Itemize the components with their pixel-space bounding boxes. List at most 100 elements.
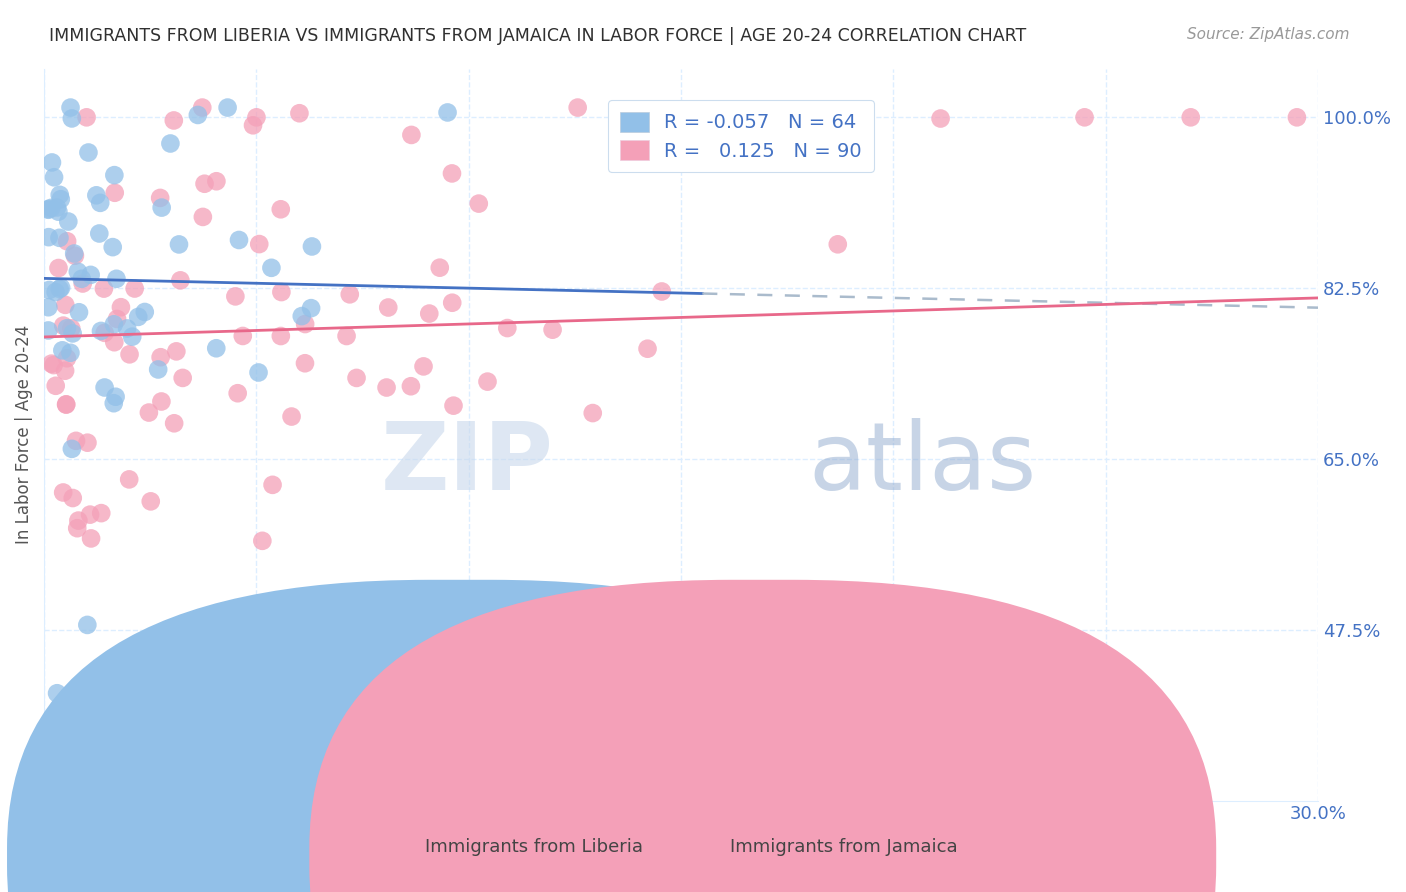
Point: [76, 618, 98, 632]
Point: [59, 345, 82, 359]
Point: [63, 246, 86, 260]
Point: [242, 118, 264, 132]
Point: [148, 362, 170, 376]
Point: [412, 359, 434, 374]
Point: [52, 318, 75, 333]
Point: [224, 289, 246, 303]
Point: [280, 409, 302, 424]
Point: [169, 273, 191, 287]
Point: [165, 344, 187, 359]
Point: [167, 237, 190, 252]
Point: [301, 239, 323, 253]
Point: [41, 357, 63, 371]
Point: [49, 281, 72, 295]
Point: [48, 231, 70, 245]
Point: [48, 204, 70, 219]
Point: [401, 128, 423, 142]
Point: [42, 358, 65, 372]
Point: [90, 506, 112, 520]
Point: [48, 282, 70, 296]
Point: [93, 326, 115, 340]
Point: [53, 298, 76, 312]
Point: [62, 491, 84, 505]
Point: [1073, 111, 1095, 125]
Point: [929, 112, 952, 126]
Text: Immigrants from Jamaica: Immigrants from Jamaica: [730, 838, 957, 856]
Point: [375, 380, 398, 394]
Point: [797, 111, 820, 125]
Point: [79, 268, 101, 282]
Point: [52, 485, 75, 500]
Point: [46, 201, 69, 215]
Point: [104, 186, 127, 200]
Point: [205, 174, 228, 188]
Point: [335, 329, 357, 343]
Point: [90, 324, 112, 338]
Point: [193, 177, 215, 191]
Point: [101, 240, 124, 254]
Point: [134, 305, 156, 319]
Point: [346, 371, 368, 385]
Point: [1285, 111, 1308, 125]
Point: [252, 533, 274, 548]
Point: [468, 196, 491, 211]
Point: [418, 307, 440, 321]
Point: [247, 366, 270, 380]
Point: [110, 300, 132, 314]
Point: [89, 227, 111, 241]
Point: [63, 249, 86, 263]
Point: [48, 260, 70, 275]
Point: [294, 317, 316, 331]
Point: [46, 686, 69, 700]
Point: [56, 351, 79, 366]
Point: [67, 305, 90, 319]
Point: [163, 417, 186, 431]
Point: [247, 237, 270, 252]
Point: [1180, 111, 1202, 125]
Point: [62, 326, 84, 341]
Point: [65, 434, 87, 448]
Point: [89, 195, 111, 210]
Point: [42, 170, 65, 185]
Point: [37, 202, 59, 216]
Point: [60, 321, 83, 335]
Point: [226, 386, 249, 401]
Point: [228, 233, 250, 247]
Point: [76, 435, 98, 450]
Point: [440, 166, 463, 180]
Point: [38, 283, 60, 297]
Point: [127, 310, 149, 324]
Point: [118, 347, 141, 361]
Point: [441, 295, 464, 310]
Point: [45, 378, 67, 392]
Point: [163, 113, 186, 128]
Point: [159, 136, 181, 151]
Point: [582, 406, 605, 420]
Point: [56, 234, 79, 248]
Point: [270, 329, 292, 343]
Point: [53, 364, 76, 378]
Point: [56, 321, 79, 335]
Point: [37, 300, 59, 314]
Point: [103, 335, 125, 350]
Point: [105, 312, 128, 326]
Point: [827, 237, 849, 252]
Text: Source: ZipAtlas.com: Source: ZipAtlas.com: [1187, 27, 1350, 42]
Point: [149, 191, 172, 205]
Point: [60, 112, 83, 126]
Point: [45, 285, 67, 299]
Point: [477, 375, 499, 389]
Text: IMMIGRANTS FROM LIBERIA VS IMMIGRANTS FROM JAMAICA IN LABOR FORCE | AGE 20-24 CO: IMMIGRANTS FROM LIBERIA VS IMMIGRANTS FR…: [49, 27, 1026, 45]
Point: [103, 318, 125, 332]
Point: [58, 214, 80, 228]
Point: [67, 514, 90, 528]
Point: [59, 101, 82, 115]
Point: [38, 230, 60, 244]
Point: [105, 272, 128, 286]
Point: [567, 101, 589, 115]
Point: [55, 397, 77, 411]
Point: [41, 155, 63, 169]
Point: [124, 281, 146, 295]
Point: [48, 187, 70, 202]
Point: [72, 277, 94, 291]
